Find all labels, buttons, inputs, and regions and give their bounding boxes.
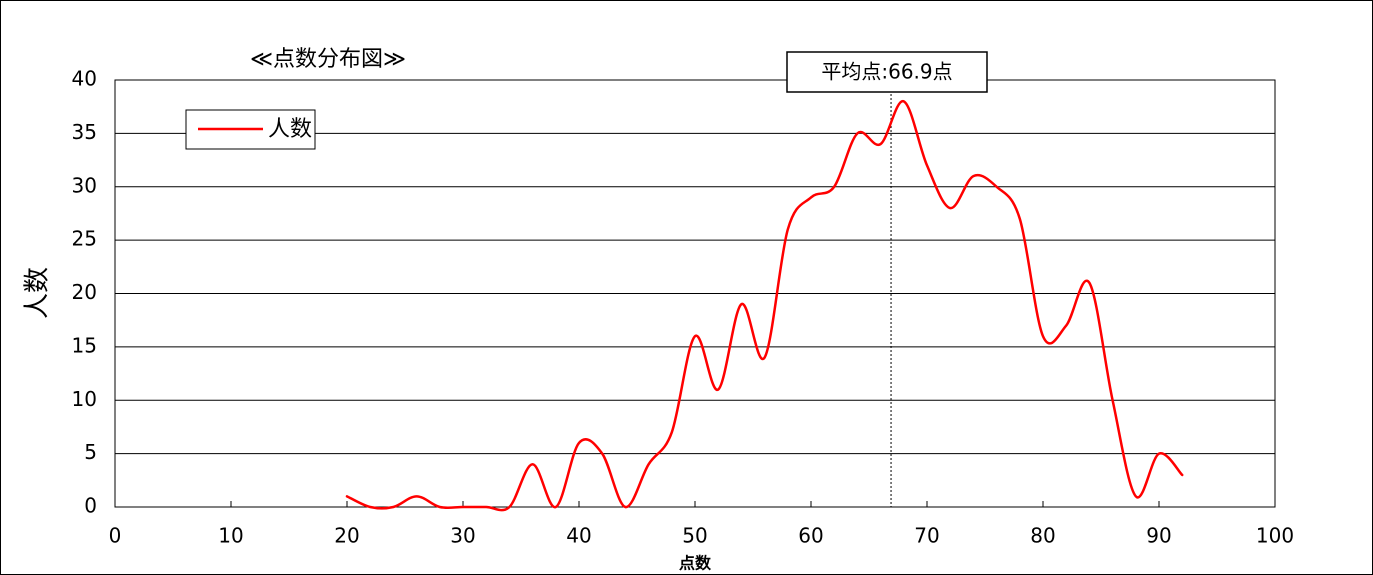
y-tick-label: 40 (72, 67, 97, 91)
x-tick-label: 90 (1146, 524, 1171, 548)
x-tick-label: 30 (450, 524, 475, 548)
x-axis-label: 点数 (679, 554, 712, 573)
y-tick-label: 10 (72, 387, 97, 411)
x-axis-ticks: 0 10 20 30 40 50 60 70 80 90 100 (109, 501, 1294, 548)
y-tick-label: 5 (84, 440, 97, 464)
y-axis-label: 人数 (23, 267, 53, 319)
x-tick-label: 0 (109, 524, 122, 548)
y-axis-ticks: 0 5 10 15 20 25 30 35 40 (72, 67, 97, 518)
y-tick-label: 20 (72, 280, 97, 304)
y-tick-label: 35 (72, 120, 97, 144)
x-tick-label: 60 (798, 524, 823, 548)
legend-label-count: 人数 (268, 117, 312, 142)
x-tick-label: 40 (566, 524, 591, 548)
series-points (346, 101, 1183, 508)
x-tick-label: 100 (1256, 524, 1294, 548)
x-tick-label: 10 (218, 524, 243, 548)
y-tick-label: 25 (72, 227, 97, 251)
chart-title: ≪点数分布図≫ (250, 47, 406, 72)
x-tick-label: 50 (682, 524, 707, 548)
series-line-count (345, 100, 1184, 512)
mean-score-label: 平均点:66.9点 (786, 51, 988, 93)
legend: 人数 (185, 109, 316, 150)
y-tick-label: 0 (84, 494, 97, 518)
mean-score-label-box (786, 51, 988, 93)
x-tick-label: 80 (1030, 524, 1055, 548)
mean-score-label-text: 平均点:66.9点 (821, 60, 952, 84)
y-tick-label: 30 (72, 173, 97, 197)
x-tick-label: 20 (334, 524, 359, 548)
y-tick-label: 15 (72, 333, 97, 357)
x-tick-label: 70 (914, 524, 939, 548)
